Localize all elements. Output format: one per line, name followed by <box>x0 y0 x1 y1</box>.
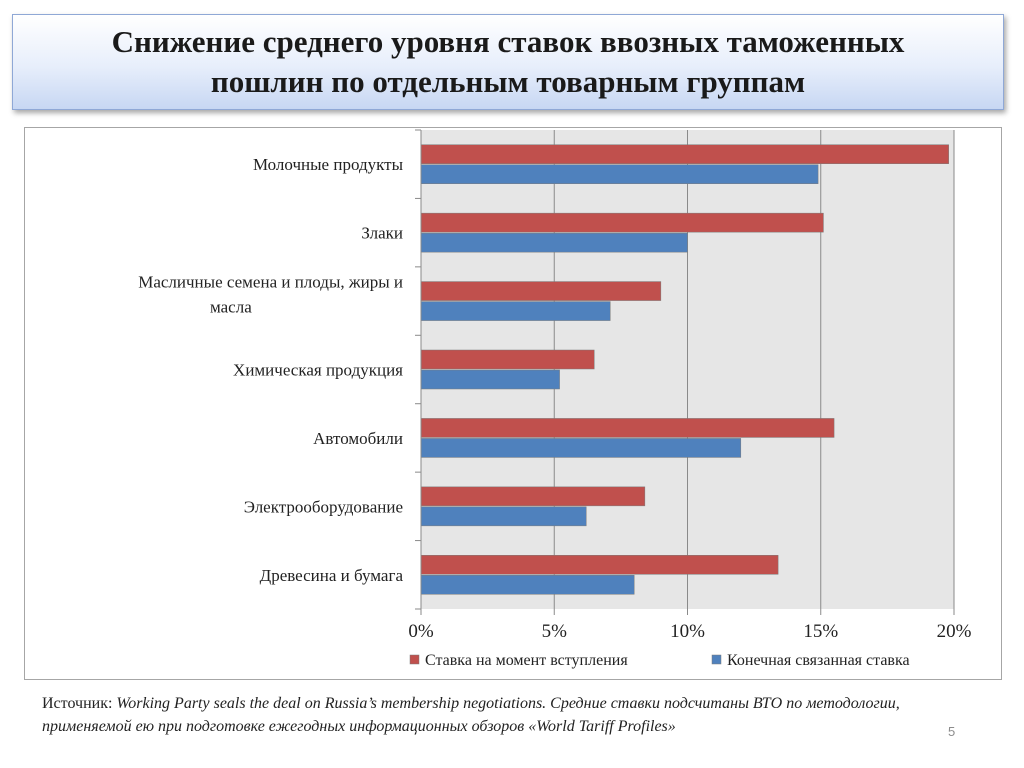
bar-final-5 <box>420 506 587 527</box>
source-note: Источник: Working Party seals the deal o… <box>42 692 922 738</box>
x-tick-label: 0% <box>408 621 434 642</box>
category-label: Электрооборудование <box>244 497 403 516</box>
x-tick-label: 10% <box>670 621 705 642</box>
title-banner: Снижение среднего уровня ставок ввозных … <box>12 14 1004 110</box>
category-label: Масличные семена и плоды, жиры и <box>138 273 403 292</box>
category-label: Злаки <box>361 224 403 243</box>
slide-title-line-2: пошлин по отдельным товарным группам <box>210 64 806 99</box>
bar-final-3 <box>420 369 560 390</box>
legend-swatch-0 <box>409 654 420 665</box>
slide-title-line-1: Снижение среднего уровня ставок ввозных … <box>111 24 905 59</box>
legend-label-0: Ставка на момент вступления <box>425 652 628 669</box>
bar-initial-3 <box>420 349 595 370</box>
page-number: 5 <box>948 724 956 739</box>
tariff-bar-chart: 0% 5% 10% 15% 20% Молочные продукты Злаки Масли… <box>138 129 972 669</box>
legend-label-1: Конечная связанная ставка <box>727 652 910 669</box>
slide-title: Снижение среднего уровня ставок ввозных … <box>112 22 905 102</box>
category-label: Древесина и бумага <box>260 566 404 585</box>
bar-final-0 <box>420 164 819 184</box>
bar-initial-0 <box>420 144 949 164</box>
bar-initial-4 <box>420 418 835 438</box>
bar-initial-1 <box>420 212 824 233</box>
bar-initial-5 <box>420 486 646 507</box>
bar-final-2 <box>420 301 611 321</box>
x-tick-label: 5% <box>542 621 568 642</box>
category-label: Химическая продукция <box>233 361 403 380</box>
bar-final-6 <box>420 575 635 595</box>
x-tick-label: 20% <box>937 621 972 642</box>
bar-final-4 <box>420 438 742 458</box>
x-tick-label: 15% <box>803 621 838 642</box>
category-label: Автомобили <box>313 429 403 448</box>
source-prefix: Источник: <box>42 695 117 712</box>
bar-initial-6 <box>420 555 779 575</box>
source-text: Working Party seals the deal on Russia’s… <box>42 695 900 735</box>
category-label: Молочные продукты <box>253 155 404 174</box>
bar-initial-2 <box>420 281 662 301</box>
chart-frame: 0% 5% 10% 15% 20% Молочные продукты Злаки Масли… <box>24 127 1002 680</box>
category-label: масла <box>210 298 252 317</box>
bar-final-1 <box>420 232 688 253</box>
legend-swatch-1 <box>711 654 722 665</box>
